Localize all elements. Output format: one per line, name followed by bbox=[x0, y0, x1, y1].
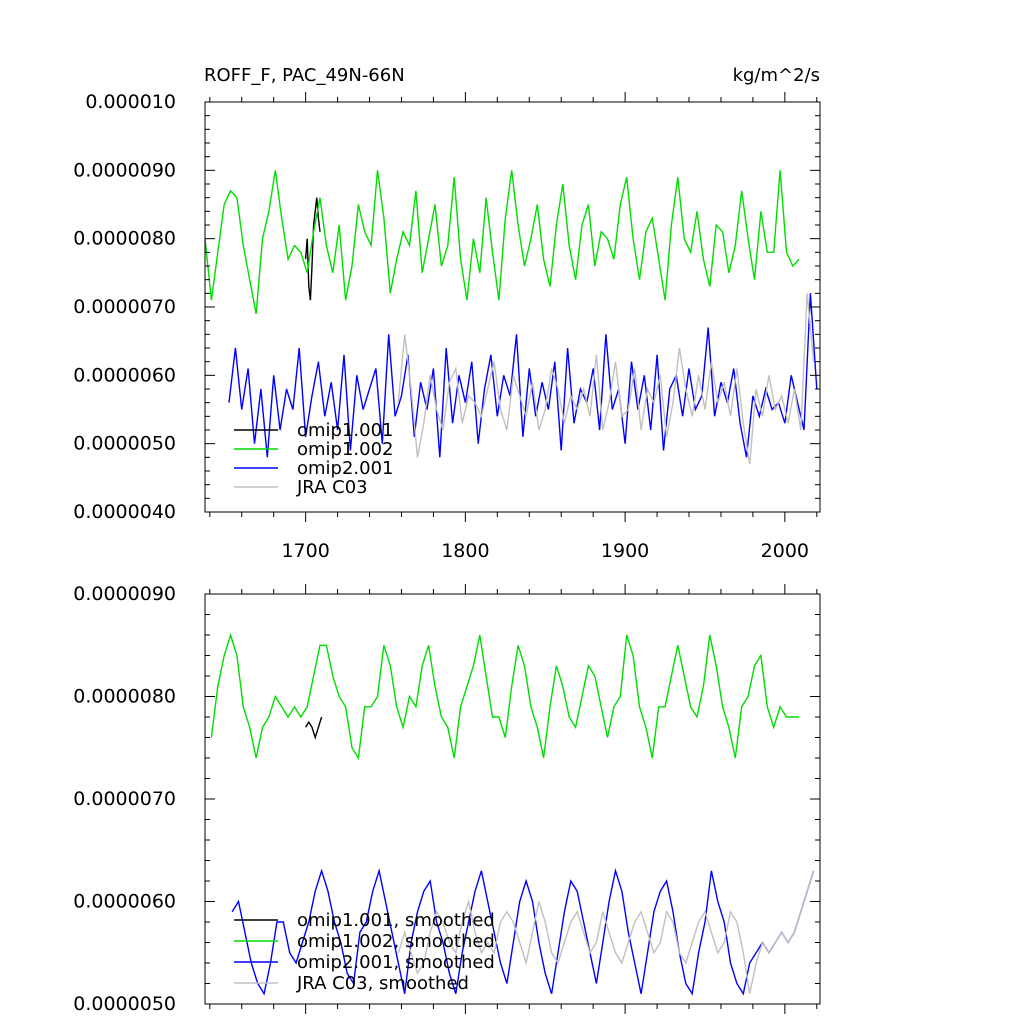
top-panel-title: ROFF_F, PAC_49N-66N bbox=[204, 65, 405, 86]
y-tick-label: 0.0000060 bbox=[73, 364, 176, 386]
y-tick-label: 0.0000070 bbox=[73, 296, 176, 318]
y-tick-label: 0.0000050 bbox=[73, 433, 176, 455]
legend-label: JRA C03, smoothed bbox=[296, 973, 469, 994]
y-tick-label: 0.0000070 bbox=[73, 788, 176, 810]
top-panel: ROFF_F, PAC_49N-66N kg/m^2/s 0.0000040 0.… bbox=[73, 65, 821, 562]
y-tick-label: 0.0000080 bbox=[73, 228, 176, 250]
y-tick-label: 0.000010 bbox=[85, 91, 176, 113]
legend-label: omip1.002 bbox=[297, 439, 394, 460]
legend-label: omip1.002, smoothed bbox=[297, 931, 495, 952]
y-tick-label: 0.0000090 bbox=[73, 159, 176, 181]
y-tick-label: 0.0000050 bbox=[73, 993, 176, 1015]
series-line-top-0 bbox=[304, 197, 321, 301]
legend-label: omip1.001 bbox=[297, 420, 394, 441]
legend-label: JRA C03 bbox=[296, 477, 368, 498]
series-line-bottom-0 bbox=[305, 716, 323, 740]
y-tick-label: 0.0000080 bbox=[73, 686, 176, 708]
legend-label: omip2.001 bbox=[297, 458, 394, 479]
legend-label: omip2.001, smoothed bbox=[297, 952, 495, 973]
x-tick-label: 1900 bbox=[601, 540, 649, 562]
series-line-top-2 bbox=[228, 293, 818, 458]
series-line-bottom-2 bbox=[231, 868, 815, 996]
x-tick-label: 1800 bbox=[441, 540, 489, 562]
x-tick-label: 2000 bbox=[761, 540, 809, 562]
legend-label: omip1.001, smoothed bbox=[297, 910, 495, 931]
y-tick-label: 0.0000090 bbox=[73, 583, 176, 605]
series-line-bottom-3 bbox=[397, 870, 815, 994]
top-panel-units: kg/m^2/s bbox=[733, 65, 820, 86]
series-line-top-1 bbox=[204, 170, 800, 314]
y-tick-label: 0.0000040 bbox=[73, 501, 176, 523]
bottom-panel: 0.0000050 0.0000060 0.0000070 0.0000080 0.00… bbox=[73, 583, 821, 1015]
series-line-top-3 bbox=[397, 293, 815, 465]
y-tick-label: 0.0000060 bbox=[73, 891, 176, 913]
series-line-bottom-1 bbox=[210, 632, 800, 761]
x-tick-label: 1700 bbox=[281, 540, 329, 562]
